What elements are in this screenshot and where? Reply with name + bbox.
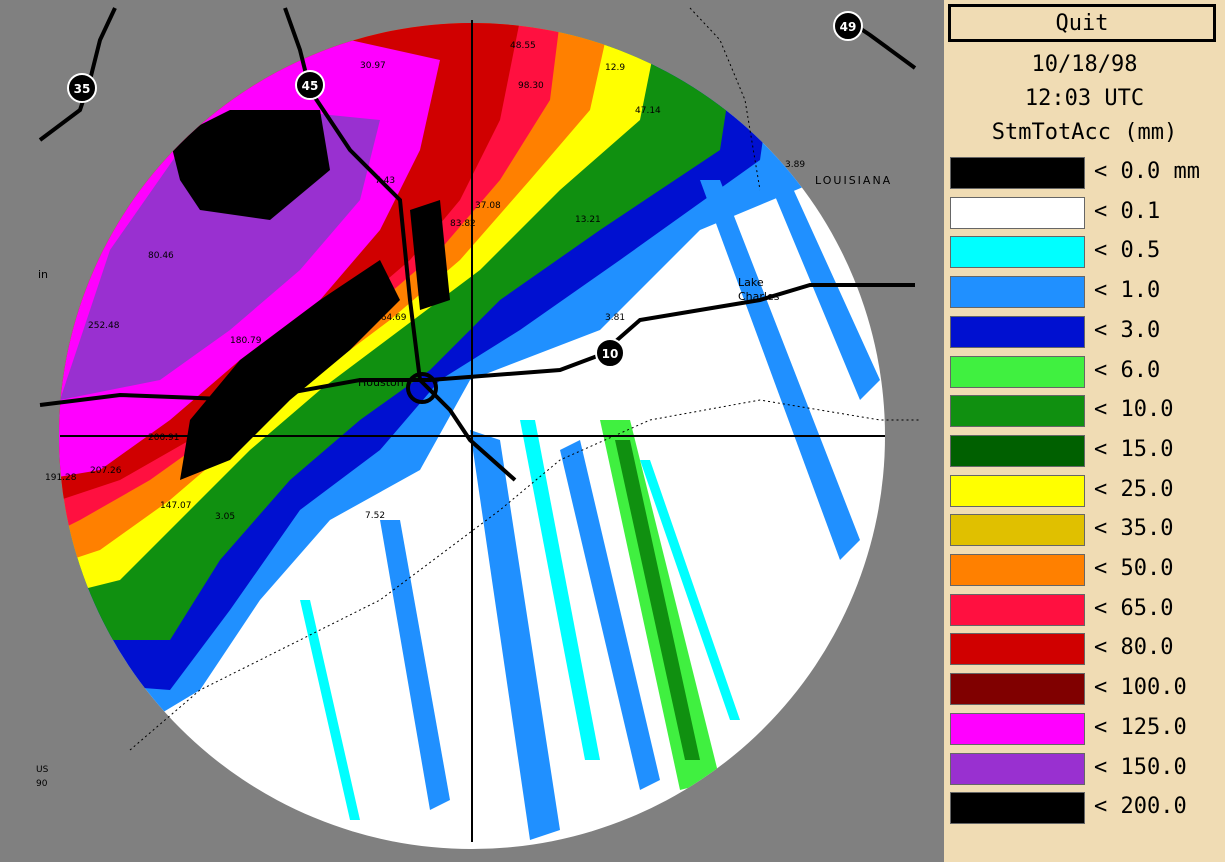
legend-swatch bbox=[950, 196, 1085, 229]
product: StmTotAcc (mm) bbox=[991, 120, 1178, 145]
date: 10/18/98 bbox=[1031, 52, 1138, 77]
legend-swatch bbox=[950, 792, 1085, 825]
highway-shield bbox=[833, 11, 863, 41]
highway-shield bbox=[595, 338, 625, 368]
time: 12:03 UTC bbox=[1024, 86, 1145, 111]
legend-label: < 3.0 bbox=[1094, 317, 1161, 343]
highway-shield bbox=[295, 70, 325, 100]
legend-swatch bbox=[950, 752, 1085, 785]
gauge-value: 252.48 bbox=[88, 321, 120, 331]
gauge-value: 3.05 bbox=[215, 512, 235, 522]
legend-label: < 1.0 bbox=[1094, 278, 1161, 304]
shield-number: 35 bbox=[74, 82, 91, 96]
gauge-value: 200.91 bbox=[148, 433, 180, 443]
legend-swatch bbox=[950, 712, 1085, 745]
legend-label: < 25.0 bbox=[1094, 476, 1174, 502]
legend-swatch bbox=[950, 673, 1085, 706]
gauge-value: 7.52 bbox=[365, 511, 385, 521]
legend-label: < 50.0 bbox=[1094, 556, 1174, 581]
gauge-value: 12.9 bbox=[605, 63, 625, 73]
gauge-value: 191.28 bbox=[45, 473, 77, 483]
legend-label: < 65.0 bbox=[1094, 595, 1174, 621]
quit-button[interactable]: Quit bbox=[948, 4, 1216, 42]
gauge-value: 207.26 bbox=[90, 466, 122, 476]
gauge-value: 48.55 bbox=[510, 41, 536, 51]
place-label: LOUISIANA bbox=[815, 174, 892, 187]
legend-label: < 100.0 bbox=[1094, 675, 1187, 701]
boundaries bbox=[129, 7, 920, 751]
legend-swatch bbox=[950, 554, 1085, 586]
legend-label: < 10.0 bbox=[1094, 397, 1174, 423]
legend-label: < 6.0 bbox=[1094, 357, 1161, 383]
legend-label: < 35.0 bbox=[1094, 516, 1174, 542]
legend-label: < 0.1 bbox=[1094, 198, 1161, 224]
control-panel: Quit 10/18/98 12:03 UTC StmTotAcc (mm) <… bbox=[944, 0, 1225, 862]
place-label: US bbox=[36, 765, 49, 775]
legend-label: < 125.0 bbox=[1094, 714, 1187, 740]
gauge-value: 37.08 bbox=[475, 201, 501, 211]
legend-swatch bbox=[950, 236, 1085, 269]
legend-label: < 0.5 bbox=[1094, 238, 1161, 264]
shield-number: 10 bbox=[602, 347, 619, 361]
gauge-value: 13.21 bbox=[575, 215, 601, 225]
legend-label: < 15.0 bbox=[1094, 436, 1174, 462]
gauge-value: 7.43 bbox=[375, 176, 395, 186]
gauge-value: 30.97 bbox=[360, 61, 386, 71]
legend-label: < 200.0 bbox=[1094, 794, 1187, 820]
legend-swatch bbox=[950, 395, 1085, 428]
gauge-value: 180.79 bbox=[230, 336, 262, 346]
legend-swatch bbox=[950, 276, 1085, 309]
legend-swatch bbox=[950, 633, 1085, 666]
highway-shield bbox=[67, 73, 97, 103]
legend-swatch bbox=[950, 434, 1085, 467]
gauge-value: 3.89 bbox=[785, 160, 805, 170]
legend-swatch bbox=[950, 593, 1085, 626]
place-label: Houston bbox=[358, 376, 404, 389]
gauge-value: 164.69 bbox=[375, 313, 407, 323]
gauge-value: 98.30 bbox=[518, 81, 544, 91]
legend-swatch bbox=[950, 474, 1085, 507]
place-label: Charles bbox=[738, 290, 780, 303]
shield-number: 45 bbox=[302, 79, 319, 93]
place-label: Lake bbox=[738, 276, 764, 289]
gauge-value: 83.82 bbox=[450, 219, 476, 229]
place-label: in bbox=[38, 268, 48, 281]
gauge-value: 3.81 bbox=[605, 313, 625, 323]
gauge-value: 47.14 bbox=[635, 106, 661, 116]
legend-label: < 0.0 mm bbox=[1094, 159, 1200, 184]
shield-number: 49 bbox=[840, 20, 857, 34]
legend-swatch bbox=[950, 157, 1085, 189]
legend-swatch bbox=[950, 355, 1085, 388]
place-label: 90 bbox=[36, 779, 48, 789]
legend-label: < 80.0 bbox=[1094, 635, 1174, 661]
gauge-value: 80.46 bbox=[148, 251, 174, 261]
gauge-value: 147.07 bbox=[160, 501, 192, 511]
legend-swatch bbox=[950, 315, 1085, 348]
legend-swatch bbox=[950, 514, 1085, 547]
legend-label: < 150.0 bbox=[1094, 754, 1187, 780]
